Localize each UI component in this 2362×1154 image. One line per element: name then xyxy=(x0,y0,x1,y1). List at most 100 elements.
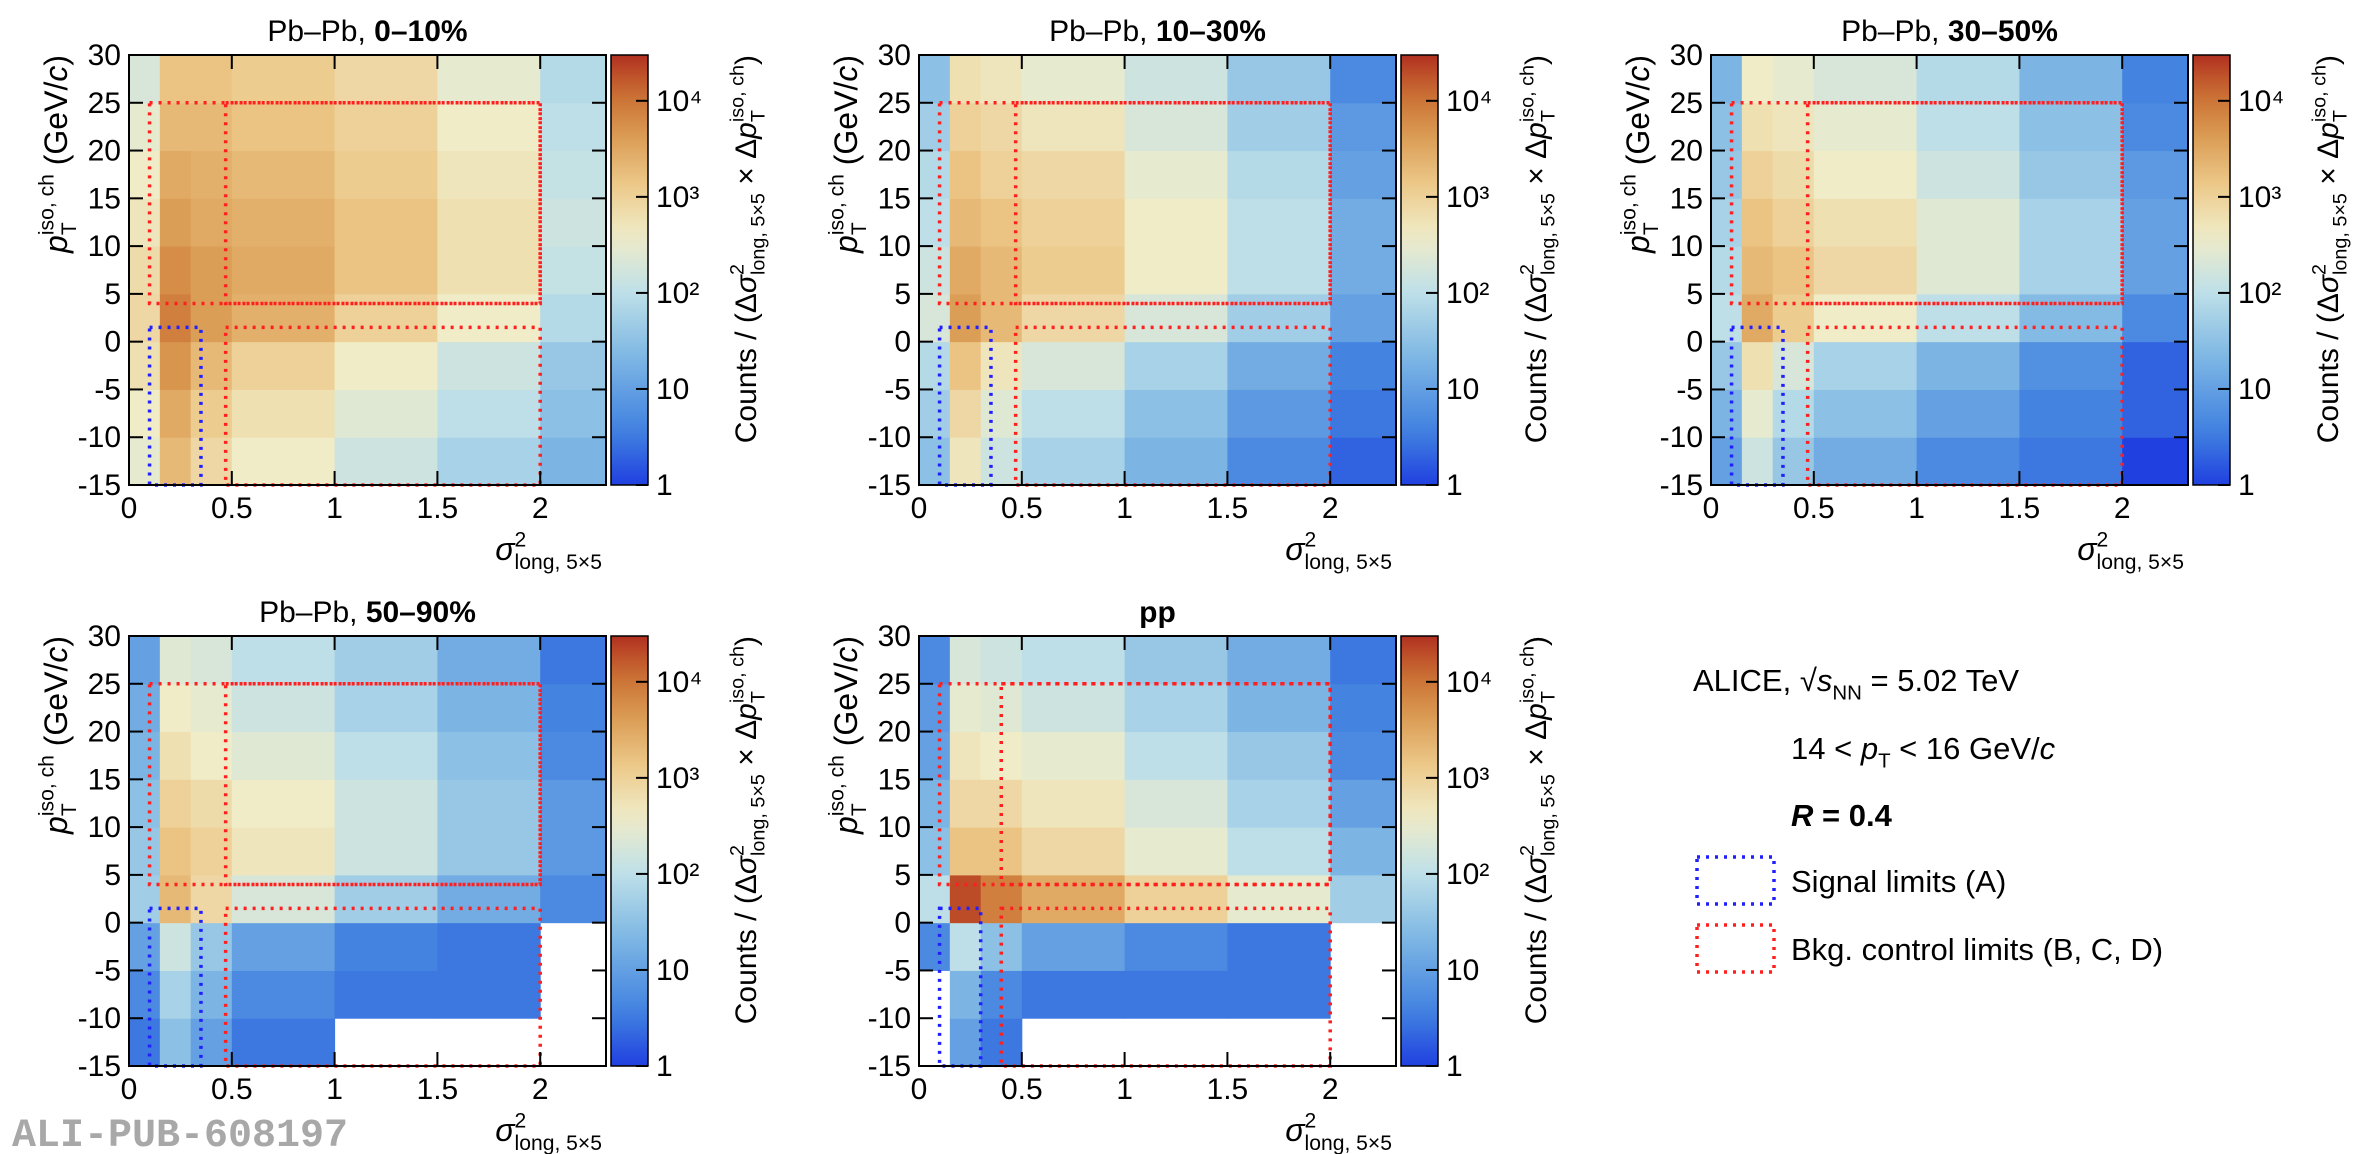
heatmap-cell xyxy=(1330,389,1397,438)
text-part: (GeV/ xyxy=(38,663,74,756)
heatmap-cell xyxy=(129,341,161,390)
heatmap-cell xyxy=(1741,389,1774,438)
text-part: ) xyxy=(828,636,864,647)
heatmap-cell xyxy=(540,55,607,104)
heatmap-cell xyxy=(1124,55,1228,104)
heatmap-cell xyxy=(1021,636,1126,685)
heatmap-cell xyxy=(231,970,336,1019)
text-part: long, 5×5 xyxy=(515,551,602,574)
colorbar-tick-label: 10³ xyxy=(656,762,699,795)
heatmap-cell xyxy=(949,683,982,733)
x-tick-label: 1 xyxy=(326,492,343,525)
heatmap-cell xyxy=(437,827,541,876)
heatmap-cell xyxy=(437,683,541,733)
background-limits xyxy=(1729,101,2124,306)
x-tick-label: 1.5 xyxy=(1207,1073,1249,1106)
heatmap-cell xyxy=(1330,198,1397,247)
text-part: (GeV/ xyxy=(1620,82,1656,175)
x-tick-label: 0 xyxy=(121,1073,138,1106)
y-tick-label: -15 xyxy=(78,469,121,502)
colorbar-tick-label: 10³ xyxy=(2238,181,2281,214)
y-tick-label: -5 xyxy=(94,954,121,987)
text-part: iso, ch xyxy=(36,174,59,235)
text-part: p xyxy=(1860,731,1878,766)
background-limits xyxy=(147,682,542,887)
heatmap-cell xyxy=(919,150,951,199)
heatmap-cell xyxy=(1330,55,1397,104)
text-part: Pb–Pb, xyxy=(259,596,366,629)
y-tick-label: 30 xyxy=(878,620,911,653)
text-part: 2 xyxy=(726,845,748,856)
y-tick-label: 5 xyxy=(1686,278,1703,311)
heatmap-cell xyxy=(919,922,951,971)
heatmap-cell xyxy=(540,293,607,343)
y-tick-label: -5 xyxy=(94,373,121,406)
heatmap-cell xyxy=(1916,389,2020,438)
heatmap-cell xyxy=(949,731,982,780)
heatmap-cell xyxy=(2122,437,2189,486)
text-part: ) xyxy=(730,636,763,646)
text-part: × Δ xyxy=(730,720,763,774)
text-part: T xyxy=(2329,110,2351,122)
colorbar-tick-label: 10 xyxy=(656,954,689,987)
text-part: 2 xyxy=(1305,529,1317,552)
text-part: × Δ xyxy=(730,139,763,193)
heatmap-cell xyxy=(1916,198,2020,247)
text-part: × Δ xyxy=(2312,139,2345,193)
text-part: T xyxy=(58,222,81,235)
heatmap-cell xyxy=(1813,102,1918,152)
heatmap-cell xyxy=(437,102,541,152)
heatmap-cell xyxy=(1330,636,1397,685)
heatmap-cell xyxy=(1124,827,1228,876)
heatmap-cell xyxy=(2019,341,2123,390)
text-part: long, 5×5 xyxy=(747,193,769,275)
heatmap-cell xyxy=(437,437,541,486)
x-axis-label: σ2 long, 5×5 xyxy=(1285,529,1392,574)
heatmap-cell xyxy=(231,150,336,199)
text-part: 2 xyxy=(515,529,527,552)
background-limits xyxy=(1805,325,2124,487)
colorbar-tick-label: 10 xyxy=(656,373,689,406)
y-tick-label: 25 xyxy=(88,668,121,701)
heatmap-cell xyxy=(1916,293,2020,343)
heatmap-cell xyxy=(159,246,192,295)
heatmap-cell xyxy=(540,636,607,685)
text-part: c xyxy=(38,66,74,82)
text-part: pp xyxy=(1139,596,1176,629)
legend-swatch xyxy=(1695,855,1776,906)
text-part: = 5.02 TeV xyxy=(1862,663,2019,698)
heatmap-cell xyxy=(231,827,336,876)
heatmap-cell xyxy=(1330,827,1397,876)
heatmap-cell xyxy=(437,970,541,1019)
text-part: p xyxy=(730,122,763,140)
text-part: iso, ch xyxy=(1516,65,1538,122)
x-tick-label: 2 xyxy=(1322,1073,1339,1106)
heatmap-cell xyxy=(2122,293,2189,343)
y-tick-label: -10 xyxy=(78,421,121,454)
heatmap-cell xyxy=(1916,55,2020,104)
x-axis-label: σ2 long, 5×5 xyxy=(495,529,602,574)
heatmap-cell xyxy=(1021,246,1126,295)
heatmap-cell xyxy=(159,683,192,733)
heatmap-cell xyxy=(1813,150,1918,199)
text-part: long, 5×5 xyxy=(747,774,769,856)
legend-text: ALICE, √sNN = 5.02 TeV xyxy=(1693,663,2019,705)
plot-frame xyxy=(918,635,1397,1067)
y-tick-label: -10 xyxy=(1660,421,1703,454)
background-limits xyxy=(223,325,542,487)
colorbar-tick-label: 10² xyxy=(1446,277,1489,310)
heatmap-cell xyxy=(129,198,161,247)
text-part: iso, ch xyxy=(726,646,748,703)
heatmap-cell xyxy=(334,827,438,876)
background-limits xyxy=(1805,101,2124,306)
x-tick-label: 1.5 xyxy=(417,1073,459,1106)
heatmap-cell xyxy=(1330,293,1397,343)
colorbar-tick-label: 10⁴ xyxy=(2238,85,2284,118)
heatmap-cell xyxy=(1124,198,1228,247)
heatmap-cell xyxy=(2019,293,2123,343)
heatmap-cell xyxy=(129,437,161,486)
text-part: T xyxy=(848,222,871,235)
text-part: σ xyxy=(1520,854,1553,874)
x-tick-label: 2 xyxy=(2114,492,2131,525)
heatmap-cell xyxy=(1021,437,1126,486)
